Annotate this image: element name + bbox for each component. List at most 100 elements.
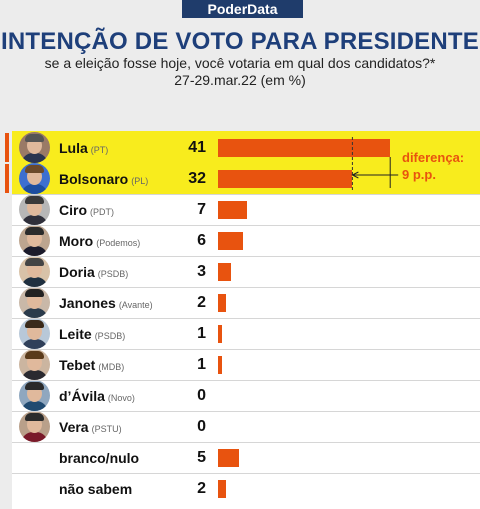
category-label: Janones (Avante) [59,295,153,311]
bar [218,263,231,281]
brand-logo: PoderData [182,0,303,18]
category-label: Moro (Podemos) [59,233,140,249]
bar [218,201,248,219]
photo-hair [25,351,44,359]
candidate-photo [19,163,50,194]
candidate-photo [19,349,50,380]
category-name: d’Ávila [59,388,105,404]
party-label: (PT) [90,145,109,155]
photo-hair [25,196,44,204]
category-name: Tebet [59,357,96,373]
photo-hair [25,165,44,173]
category-name: Lula [59,140,88,156]
category-label: Tebet (MDB) [59,357,124,373]
data-label: 7 [197,201,206,218]
data-label: 0 [197,387,206,404]
photo-hair [25,413,44,421]
difference-label-line2: 9 p.p. [402,167,436,182]
candidate-photo [19,225,50,256]
photo-hair [25,289,44,297]
photo-shirt [21,432,48,442]
category-name: não sabem [59,481,133,497]
bar [218,356,223,374]
bar [218,294,227,312]
party-label: (PL) [131,176,149,186]
photo-shirt [21,308,48,318]
data-label: 6 [197,232,206,249]
photo-shirt [21,339,48,349]
category-name: Moro [59,233,94,249]
bar [218,170,353,188]
subtitle-date: 27-29.mar.22 (em %) [174,72,306,88]
difference-arrow-head [351,171,359,179]
photo-shirt [21,215,48,225]
photo-shirt [21,277,48,287]
photo-shirt [21,153,48,163]
bar [218,232,244,250]
data-label: 1 [197,356,206,373]
chart-title: INTENÇÃO DE VOTO PARA PRESIDENTE [0,28,479,55]
chart-subtitle: se a eleição fosse hoje, você votaria em… [0,55,480,89]
party-label: (Podemos) [96,238,141,248]
candidate-photo [19,318,50,349]
candidate-photo [19,411,50,442]
candidate-photo [19,287,50,318]
category-name: branco/nulo [59,450,140,466]
bar [218,139,391,157]
photo-shirt [21,246,48,256]
highlight-accent [5,133,9,162]
row-separator [12,225,480,226]
candidate-photo [19,380,50,411]
candidate-photo [19,132,50,163]
bar [218,480,227,498]
party-label: (PSDB) [94,331,126,341]
category-label: Ciro (PDT) [59,202,114,218]
photo-hair [25,258,44,266]
photo-hair [25,320,44,328]
data-label: 1 [197,325,206,342]
category-label: Vera (PSTU) [59,419,122,435]
photo-hair [25,134,44,142]
difference-label: diferença: 9 p.p. [402,149,464,183]
category-label: não sabem [59,481,132,497]
candidate-photo [19,194,50,225]
category-name: Janones [59,295,116,311]
row-separator [12,442,480,443]
data-label: 2 [197,294,206,311]
category-label: d’Ávila (Novo) [59,388,135,404]
category-name: Leite [59,326,92,342]
category-name: Bolsonaro [59,171,129,187]
party-label: (PDT) [90,207,114,217]
category-name: Doria [59,264,95,280]
party-label: (PSTU) [91,424,122,434]
data-label: 41 [188,139,206,156]
row-separator [12,256,480,257]
row-separator [12,287,480,288]
row-separator [12,318,480,319]
data-label: 0 [197,418,206,435]
photo-hair [25,227,44,235]
category-label: Lula (PT) [59,140,108,156]
row-separator [12,380,480,381]
category-label: branco/nulo [59,450,139,466]
candidate-photo [19,256,50,287]
row-separator [12,473,480,474]
row-separator [12,349,480,350]
party-label: (MDB) [98,362,125,372]
bar [218,325,223,343]
row-separator [12,194,480,195]
party-label: (Avante) [118,300,153,310]
party-label: (PSDB) [97,269,129,279]
photo-hair [25,382,44,390]
category-label: Bolsonaro (PL) [59,171,148,187]
data-label: 32 [188,170,206,187]
party-label: (Novo) [107,393,135,403]
category-label: Leite (PSDB) [59,326,125,342]
highlight-accent [5,164,9,193]
data-label: 5 [197,449,206,466]
data-label: 2 [197,480,206,497]
photo-shirt [21,184,48,194]
difference-label-line1: diferença: [402,150,465,165]
photo-shirt [21,370,48,380]
